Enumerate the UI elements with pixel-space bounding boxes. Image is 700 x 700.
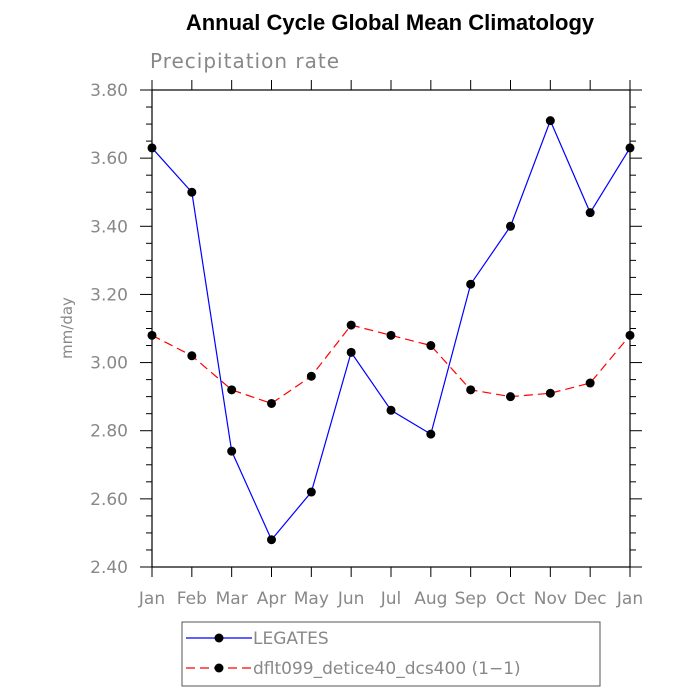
x-tick-label: Dec (574, 589, 607, 609)
axes: 2.40 2.60 2.80 3.00 3.20 3.40 3.60 3.80 Jan Feb Ma… (90, 80, 643, 609)
data-point (227, 385, 237, 395)
data-point (386, 330, 396, 340)
x-tick-label: Jan (616, 589, 643, 609)
chart-title: Annual Cycle Global Mean Climatology (186, 10, 595, 35)
x-tick-label: Aug (414, 589, 447, 609)
y-tick-label: 3.60 (90, 149, 128, 169)
data-point (147, 330, 157, 340)
legend-box (181, 621, 601, 687)
chart-subtitle: Precipitation rate (150, 49, 340, 73)
x-tick-label: Oct (496, 589, 526, 609)
x-tick-label: Sep (455, 589, 487, 609)
legend-item: LEGATES (186, 629, 329, 649)
data-point (346, 320, 356, 330)
data-point (585, 208, 595, 218)
legend-item: dflt099_detice40_dcs400 (1−1) (186, 659, 521, 679)
y-tick-label: 2.80 (90, 422, 128, 442)
data-point (267, 535, 276, 545)
data-point (426, 429, 436, 439)
data-point (426, 341, 436, 351)
x-tick-label: Jun (337, 589, 365, 609)
x-tick-label: Feb (177, 589, 207, 609)
plot-frame (151, 89, 631, 568)
data-point (346, 347, 356, 357)
y-tick-label: 3.40 (90, 217, 128, 237)
legend-marker (214, 633, 224, 643)
legend-label: LEGATES (253, 629, 329, 649)
legend-label: dflt099_detice40_dcs400 (1−1) (253, 659, 521, 679)
data-point (506, 221, 515, 231)
data-point (306, 371, 316, 381)
series-layer (147, 116, 635, 545)
data-point (466, 385, 476, 395)
data-point (306, 487, 316, 497)
x-tick-label: Mar (216, 589, 248, 609)
data-point (267, 398, 276, 408)
data-point (187, 351, 197, 361)
series-2 (147, 320, 635, 408)
y-axis-label: mm/day (58, 297, 76, 359)
y-tick-label: 2.40 (90, 558, 128, 578)
data-point (386, 405, 396, 415)
data-point (147, 143, 157, 153)
x-tick-label: May (294, 589, 329, 609)
x-tick-label: Nov (534, 589, 567, 609)
y-tick-label: 3.00 (90, 354, 128, 374)
data-point (545, 116, 555, 126)
series-line (151, 119, 631, 541)
y-tick-label: 3.80 (90, 81, 128, 101)
data-point (466, 279, 476, 289)
y-tick-label: 3.20 (90, 285, 128, 305)
data-point (585, 378, 595, 388)
x-tick-label: Jul (380, 589, 402, 609)
data-point (227, 446, 237, 456)
series-1 (147, 116, 635, 545)
legend: LEGATES dflt099_detice40_dcs400 (1−1) (186, 629, 521, 679)
data-point (506, 392, 515, 402)
data-point (625, 143, 635, 153)
data-point (625, 330, 635, 340)
data-point (545, 388, 555, 398)
x-tick-label: Apr (257, 589, 286, 609)
x-tick-label: Jan (138, 589, 165, 609)
data-point (187, 187, 197, 197)
y-tick-label: 2.60 (90, 490, 128, 510)
legend-marker (214, 663, 224, 673)
